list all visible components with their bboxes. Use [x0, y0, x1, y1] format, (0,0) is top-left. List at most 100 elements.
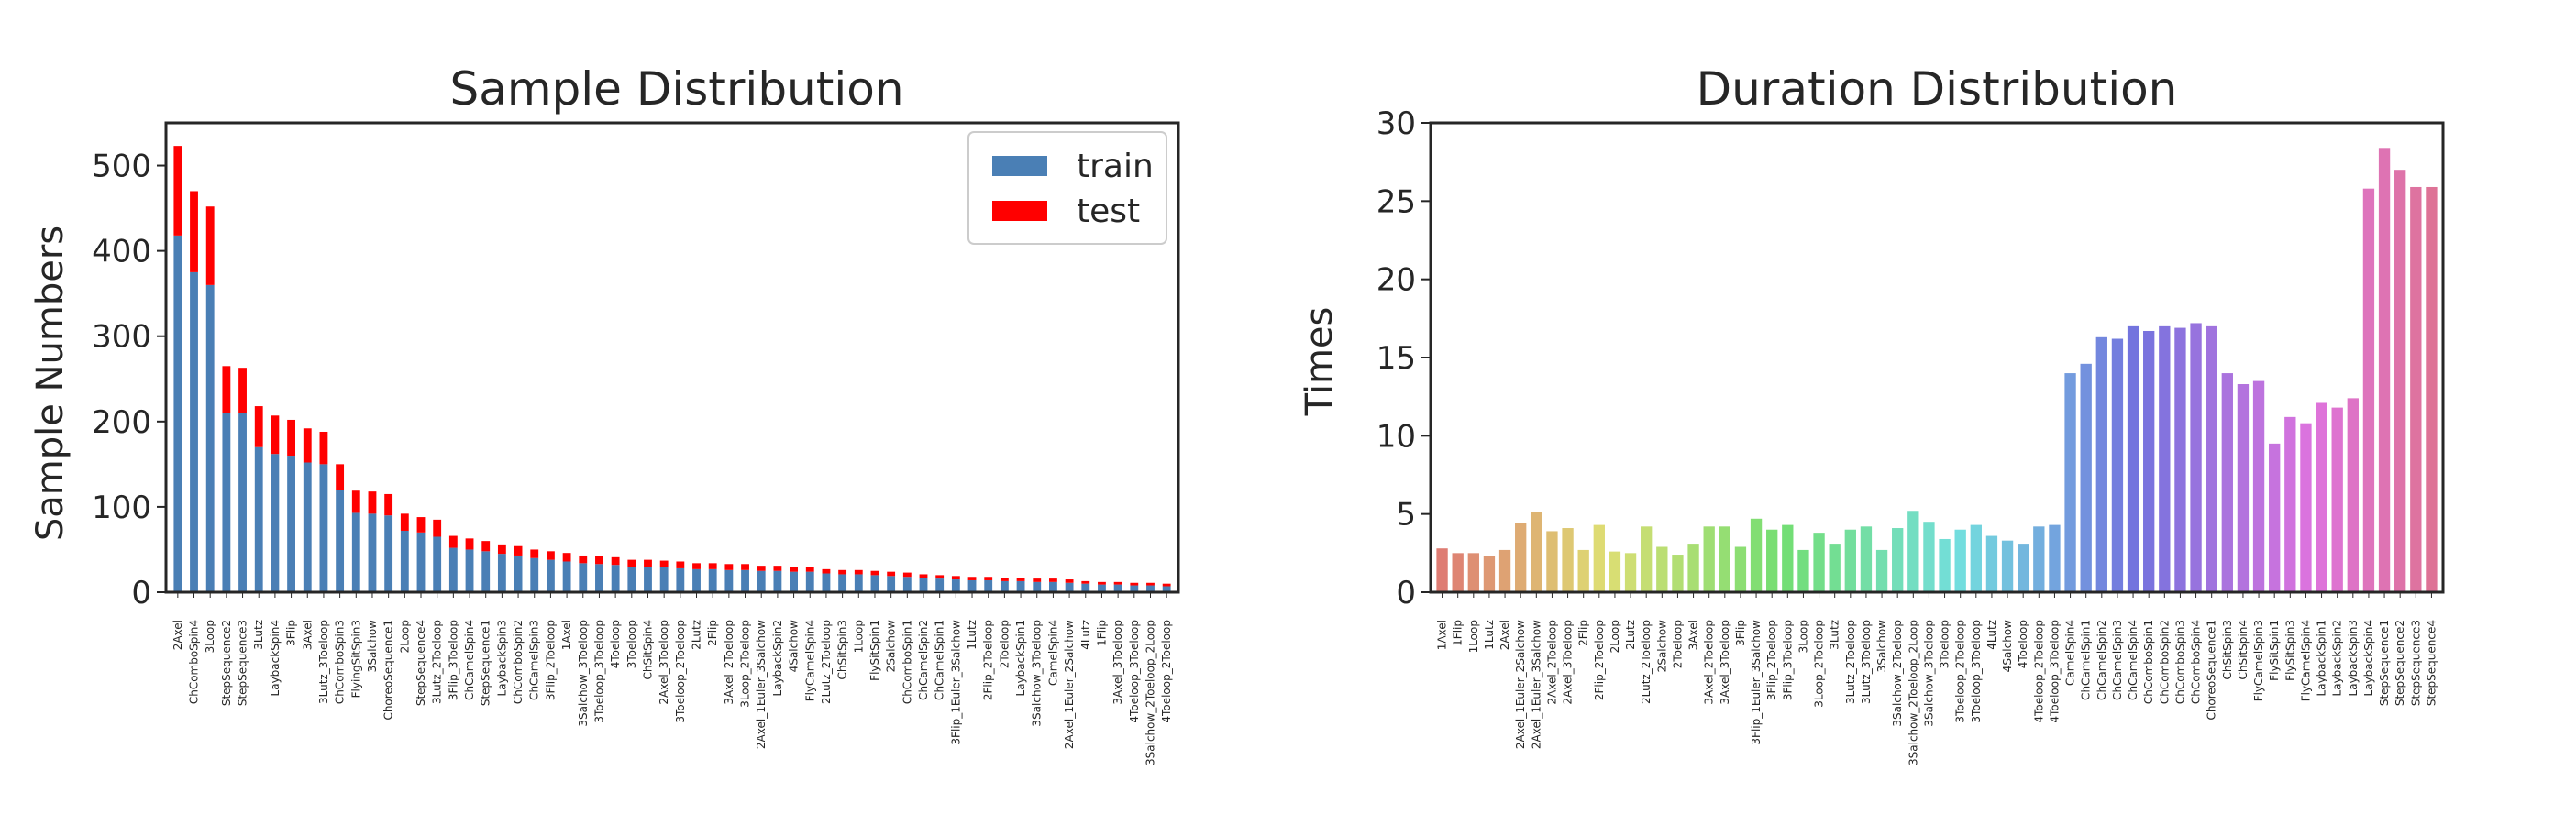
- xtick-label: StepSequence3: [237, 620, 249, 706]
- xtick-label: 2Axel_1Euler_2Salchow: [1514, 620, 1527, 749]
- bar-train: [384, 515, 393, 592]
- duration-bar: [1467, 553, 1479, 592]
- ytick-label: 25: [1376, 183, 1416, 220]
- duration-bar: [1515, 523, 1527, 592]
- duration-bar: [2362, 188, 2375, 592]
- xtick-label: ChSitSpin4: [2237, 620, 2250, 679]
- bar-test: [611, 556, 620, 566]
- xtick-label: 2Axel_3Toeloop: [658, 620, 670, 705]
- xtick-label: 1Lutz: [1483, 620, 1496, 650]
- xtick-label: 4Toeloop_2Toeloop: [2032, 620, 2045, 723]
- bar-test: [368, 491, 377, 514]
- xtick-label: 2Axel_1Euler_2Salchow: [1063, 620, 1076, 749]
- duration-bar: [1672, 555, 1684, 592]
- xtick-label: StepSequence2: [2394, 620, 2406, 706]
- bar-test: [1049, 578, 1057, 582]
- xtick-label: 4Toeloop_3Toeloop: [1128, 620, 1141, 723]
- duration-bar: [1970, 524, 1982, 592]
- xtick-label: 2Lutz: [691, 620, 703, 650]
- bar-test: [1162, 583, 1171, 587]
- xtick-label: 3Salchow_2Toeloop_2Loop: [1907, 620, 1919, 765]
- xtick-label: 2Axel_3Toeloop: [1562, 620, 1575, 705]
- bar-train: [416, 532, 426, 592]
- bar-test: [238, 368, 247, 413]
- xtick-label: 4Salchow: [2001, 620, 2014, 672]
- xtick-label: 3Toeloop: [625, 620, 638, 668]
- duration-bar: [1609, 551, 1621, 592]
- xtick-label: 3Lutz_2Toeloop: [1844, 620, 1857, 704]
- ytick-label: 10: [1376, 418, 1416, 455]
- bar-test: [644, 559, 652, 567]
- bar-train: [887, 576, 896, 592]
- xtick-label: ChCamelSpin1: [934, 620, 946, 700]
- bar-test: [627, 559, 636, 567]
- bar-train: [1081, 583, 1090, 592]
- duration-bar: [2378, 148, 2391, 592]
- xtick-label: 2Salchow: [885, 620, 898, 672]
- xtick-label: 4Toeloop: [609, 620, 622, 668]
- bar-test: [514, 545, 523, 556]
- xtick-label: 3Loop: [1797, 620, 1809, 653]
- duration-bar: [2049, 524, 2061, 592]
- bar-train: [368, 513, 377, 592]
- bar-train: [854, 574, 863, 592]
- duration-bar: [1687, 544, 1699, 592]
- sample-distribution-chart: Sample Distribution Sample Numbers 0 100 2…: [29, 62, 1180, 765]
- xtick-label: 3Lutz_2Toeloop: [431, 620, 444, 704]
- xtick-label: 2Flip: [706, 620, 719, 646]
- bar-test: [984, 577, 993, 580]
- bar-train: [741, 569, 749, 592]
- bar-test: [222, 366, 231, 413]
- xtick-label: 3Toeloop: [1939, 620, 1951, 668]
- xtick-label: 4Salchow: [788, 620, 801, 672]
- xtick-label: ChCamelSpin3: [528, 620, 541, 700]
- duration-bar: [1875, 549, 1888, 592]
- xtick-label: 3Salchow_2Toeloop_2Loop: [1144, 620, 1156, 765]
- duration-bar: [1656, 546, 1668, 592]
- bar-test: [319, 431, 328, 465]
- xtick-label: 2Toeloop: [998, 620, 1011, 668]
- xtick-label: 3Axel_2Toeloop: [1703, 620, 1716, 705]
- duration-bar: [2143, 330, 2155, 592]
- bar-train: [205, 284, 215, 592]
- sample-distribution-yticks: 0 100 200 300 400 500: [92, 149, 166, 611]
- bar-train: [773, 570, 782, 592]
- bar-train: [870, 575, 879, 592]
- bar-train: [400, 530, 409, 592]
- xtick-label: ChComboSpin4: [2190, 620, 2203, 704]
- bar-test: [465, 538, 474, 550]
- xtick-label: ChCamelSpin1: [2080, 620, 2093, 700]
- xtick-label: 3Salchow_2Toeloop: [1891, 620, 1904, 727]
- ytick-label: 100: [92, 490, 151, 526]
- duration-bar: [1907, 511, 1919, 592]
- xtick-label: ChSitSpin3: [2221, 620, 2234, 679]
- duration-bar: [2206, 325, 2217, 592]
- duration-bar: [2159, 325, 2171, 592]
- xtick-label: 4Toeloop_2Toeloop: [1160, 620, 1173, 723]
- xtick-label: LaybackSpin4: [269, 620, 282, 696]
- ytick-label: 5: [1396, 497, 1416, 534]
- bar-train: [611, 565, 620, 592]
- bar-train: [724, 569, 734, 592]
- xtick-label: 3Lutz_3Toeloop: [317, 620, 330, 704]
- bar-train: [708, 568, 717, 592]
- duration-bar: [1844, 529, 1856, 592]
- bar-train: [790, 571, 798, 592]
- bar-test: [562, 553, 571, 562]
- bar-train: [433, 536, 442, 592]
- xtick-label: ChComboSpin1: [2142, 620, 2155, 704]
- bar-train: [530, 557, 539, 592]
- bar-train: [822, 573, 831, 592]
- bar-test: [967, 577, 977, 580]
- xtick-label: 2Flip: [1577, 620, 1590, 646]
- xtick-label: ChCamelSpin2: [2095, 620, 2108, 700]
- duration-bar: [1719, 526, 1730, 592]
- bar-train: [254, 446, 263, 592]
- duration-bar: [1498, 549, 1511, 592]
- xtick-label: FlyCamelSpin3: [2252, 620, 2265, 701]
- duration-bar: [1923, 522, 1935, 592]
- bar-train: [448, 547, 458, 592]
- xtick-label: StepSequence2: [220, 620, 233, 706]
- duration-bar: [1483, 556, 1496, 592]
